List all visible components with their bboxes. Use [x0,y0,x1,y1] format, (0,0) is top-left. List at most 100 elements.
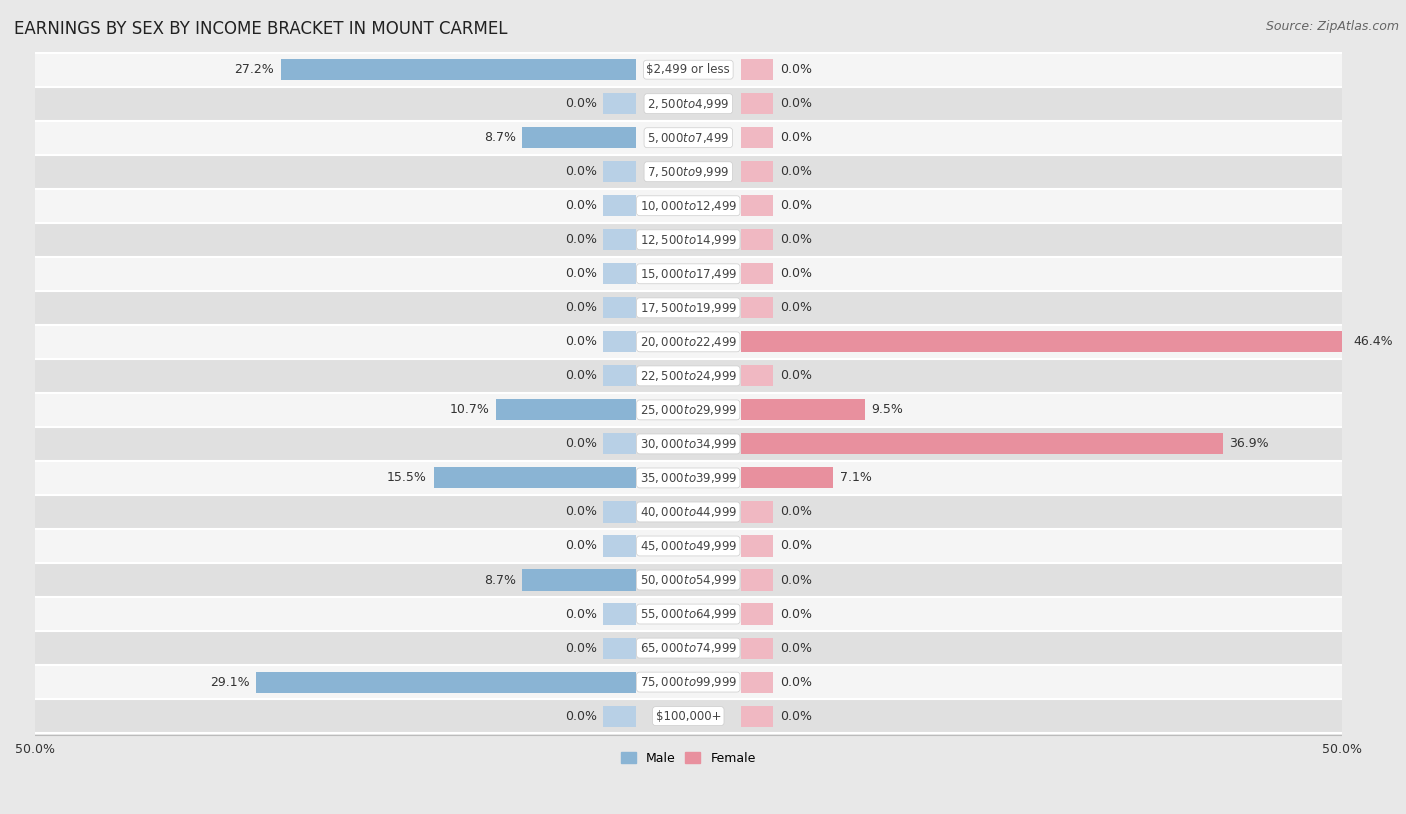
Text: 27.2%: 27.2% [235,63,274,77]
Text: 0.0%: 0.0% [780,63,811,77]
Bar [603,161,636,182]
Bar [256,672,636,693]
Bar [603,603,636,624]
Bar [603,93,636,114]
Text: 9.5%: 9.5% [872,404,903,417]
Text: 46.4%: 46.4% [1354,335,1393,348]
Text: $25,000 to $29,999: $25,000 to $29,999 [640,403,737,417]
Text: 0.0%: 0.0% [780,574,811,587]
Text: $15,000 to $17,499: $15,000 to $17,499 [640,267,737,281]
Bar [523,127,636,148]
Bar [603,195,636,217]
Bar [603,263,636,284]
Bar [523,570,636,591]
Bar [35,427,1341,461]
Text: 0.0%: 0.0% [780,370,811,383]
Bar [35,461,1341,495]
Bar [741,297,773,318]
Bar [35,563,1341,597]
Text: $50,000 to $54,999: $50,000 to $54,999 [640,573,737,587]
Text: 0.0%: 0.0% [565,505,596,519]
Bar [35,155,1341,189]
Text: 7.1%: 7.1% [839,471,872,484]
Bar [603,331,636,352]
Bar [741,195,773,217]
Bar [741,706,773,727]
Text: 0.0%: 0.0% [780,607,811,620]
Text: $35,000 to $39,999: $35,000 to $39,999 [640,471,737,485]
Text: 0.0%: 0.0% [780,199,811,212]
Bar [35,325,1341,359]
Bar [741,93,773,114]
Bar [603,230,636,251]
Bar [741,59,773,81]
Bar [35,53,1341,86]
Bar [35,256,1341,291]
Bar [741,536,773,557]
Bar [741,433,1223,454]
Text: 0.0%: 0.0% [565,540,596,553]
Bar [741,672,773,693]
Bar [741,331,1347,352]
Text: 8.7%: 8.7% [484,131,516,144]
Bar [35,495,1341,529]
Text: 0.0%: 0.0% [780,97,811,110]
Bar [35,597,1341,631]
Text: 8.7%: 8.7% [484,574,516,587]
Bar [35,120,1341,155]
Text: 0.0%: 0.0% [565,301,596,314]
Text: 0.0%: 0.0% [565,97,596,110]
Bar [741,127,773,148]
Text: $2,500 to $4,999: $2,500 to $4,999 [647,97,730,111]
Text: $30,000 to $34,999: $30,000 to $34,999 [640,437,737,451]
Bar [496,400,636,421]
Bar [741,501,773,523]
Text: 0.0%: 0.0% [565,607,596,620]
Text: $2,499 or less: $2,499 or less [647,63,730,77]
Text: $100,000+: $100,000+ [655,710,721,723]
Bar [603,536,636,557]
Text: $75,000 to $99,999: $75,000 to $99,999 [640,675,737,689]
Text: EARNINGS BY SEX BY INCOME BRACKET IN MOUNT CARMEL: EARNINGS BY SEX BY INCOME BRACKET IN MOU… [14,20,508,38]
Text: 36.9%: 36.9% [1229,437,1268,450]
Text: $17,500 to $19,999: $17,500 to $19,999 [640,301,737,315]
Text: 15.5%: 15.5% [387,471,427,484]
Text: 0.0%: 0.0% [780,505,811,519]
Text: 0.0%: 0.0% [780,165,811,178]
Text: 0.0%: 0.0% [565,267,596,280]
Bar [35,665,1341,699]
Bar [741,603,773,624]
Text: 0.0%: 0.0% [565,641,596,654]
Bar [35,699,1341,733]
Bar [35,631,1341,665]
Text: $40,000 to $44,999: $40,000 to $44,999 [640,505,737,519]
Bar [741,365,773,387]
Bar [35,86,1341,120]
Bar [603,501,636,523]
Bar [603,365,636,387]
Bar [603,637,636,659]
Bar [35,223,1341,256]
Text: Source: ZipAtlas.com: Source: ZipAtlas.com [1265,20,1399,33]
Bar [281,59,636,81]
Text: 0.0%: 0.0% [780,131,811,144]
Text: $10,000 to $12,499: $10,000 to $12,499 [640,199,737,212]
Text: 0.0%: 0.0% [565,335,596,348]
Bar [603,706,636,727]
Bar [741,230,773,251]
Text: $65,000 to $74,999: $65,000 to $74,999 [640,641,737,655]
Text: $7,500 to $9,999: $7,500 to $9,999 [647,164,730,179]
Bar [741,637,773,659]
Bar [603,433,636,454]
Bar [433,467,636,488]
Text: 0.0%: 0.0% [565,199,596,212]
Bar [35,393,1341,427]
Bar [741,161,773,182]
Bar [35,529,1341,563]
Bar [741,263,773,284]
Bar [603,297,636,318]
Bar [35,291,1341,325]
Legend: Male, Female: Male, Female [616,747,761,770]
Bar [741,400,865,421]
Text: 0.0%: 0.0% [780,267,811,280]
